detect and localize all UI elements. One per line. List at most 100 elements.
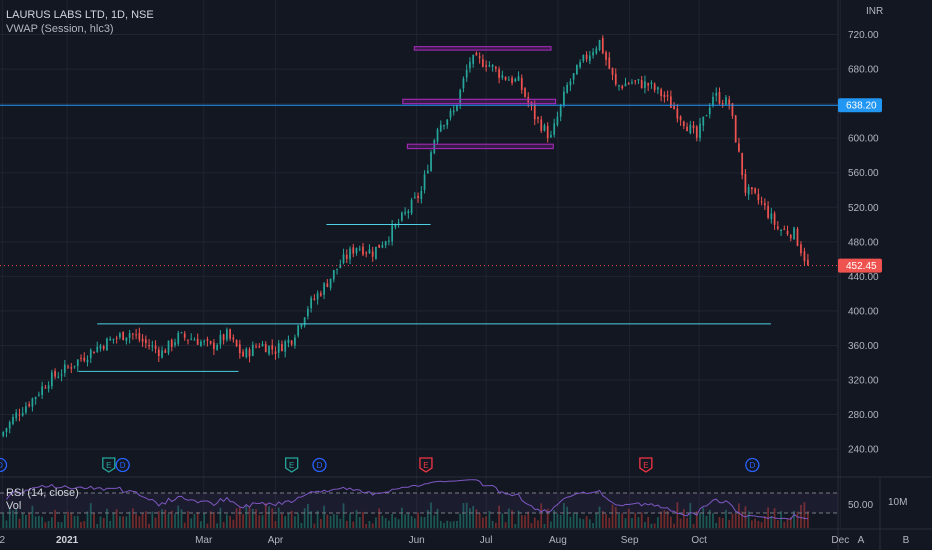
volume-bar	[345, 520, 348, 528]
volume-bar	[618, 513, 620, 528]
time-tick-label: Oct	[691, 535, 707, 546]
volume-bar	[520, 515, 523, 528]
dividend-icon[interactable]: D	[745, 457, 760, 473]
volume-bar	[507, 508, 510, 528]
volume-bar	[70, 513, 73, 528]
volume-bar	[533, 517, 536, 528]
volume-bar	[213, 512, 215, 528]
volume-bar	[631, 518, 633, 528]
time-tick-label: 2	[0, 535, 6, 546]
corner-button-b[interactable]: B	[903, 535, 910, 546]
dividend-icon[interactable]: D	[312, 457, 327, 473]
volume-bar	[712, 513, 714, 528]
candles	[2, 35, 809, 438]
candle-body	[109, 338, 112, 341]
volume-bar	[572, 512, 575, 528]
candle-body	[763, 203, 766, 206]
time-tick-label: Jun	[409, 535, 425, 546]
volume-bar	[443, 523, 445, 528]
dividend-icon[interactable]: D	[115, 457, 130, 473]
volume-bar	[569, 516, 572, 528]
volume-bar	[682, 509, 685, 528]
earnings-icon[interactable]: E	[419, 457, 433, 473]
volume-bar	[352, 521, 355, 528]
candle-body	[449, 110, 452, 118]
candle-body	[462, 78, 465, 89]
candle-body	[232, 337, 235, 340]
event-letter: D	[0, 461, 3, 470]
volume-bar	[28, 512, 31, 528]
candle-body	[725, 97, 727, 105]
candle-body	[54, 370, 56, 377]
candle-body	[605, 52, 607, 60]
candle-body	[125, 337, 128, 341]
candle-body	[213, 342, 215, 350]
candle-body	[692, 125, 695, 129]
volume-bar	[307, 504, 309, 528]
candle-body	[200, 341, 202, 346]
candle-body	[741, 152, 744, 176]
volume-bar	[598, 506, 601, 528]
time-tick-label: Aug	[549, 535, 567, 546]
candle-body	[611, 67, 614, 75]
candle-body	[362, 246, 364, 255]
volume-bar	[112, 512, 115, 528]
earnings-icon[interactable]: E	[285, 457, 299, 473]
volume-bar	[164, 509, 167, 528]
rsi-legend[interactable]: RSI (14, close)	[6, 487, 79, 499]
candle-body	[219, 334, 222, 345]
volume-scale-label: 10M	[888, 497, 907, 508]
volume-bar	[89, 503, 92, 528]
candle-body	[520, 77, 523, 90]
volume-legend[interactable]: Vol	[6, 500, 22, 512]
candle-body	[443, 125, 445, 127]
candle-body	[401, 212, 403, 221]
candle-body	[657, 87, 659, 90]
candle-body	[783, 229, 786, 231]
price-tick-label: 240.00	[848, 445, 879, 456]
volume-bar	[63, 514, 66, 528]
volume-bar	[200, 521, 202, 528]
candle-body	[245, 348, 248, 358]
candle-body	[316, 293, 319, 300]
price-tick-label: 400.00	[848, 306, 879, 317]
volume-bar	[161, 509, 163, 528]
volume-bar	[122, 516, 125, 528]
volume-bar	[676, 502, 679, 528]
volume-bar	[660, 511, 663, 528]
candle-body	[592, 52, 594, 56]
volume-bar	[102, 518, 105, 528]
volume-bar	[135, 514, 137, 528]
candle-body	[28, 404, 31, 407]
volume-bar	[394, 517, 397, 528]
symbol-legend[interactable]: LAURUS LABS LTD, 1D, NSE	[6, 9, 154, 21]
event-letter: E	[106, 461, 111, 470]
volume-bar	[183, 522, 186, 528]
last-price-label: 452.45	[846, 261, 877, 272]
volume-bar	[556, 513, 559, 528]
volume-bar	[284, 516, 287, 528]
dividend-icon[interactable]: D	[0, 457, 8, 473]
candle-body	[469, 61, 471, 69]
volume-bar	[54, 509, 56, 528]
candle-body	[238, 344, 241, 354]
vwap-legend[interactable]: VWAP (Session, hlc3)	[6, 23, 114, 35]
volume-bar	[15, 508, 18, 528]
candle-body	[57, 376, 60, 378]
candle-body	[368, 249, 371, 254]
candle-body	[572, 73, 575, 80]
volume-bar	[229, 516, 231, 528]
volume-bar	[332, 513, 335, 528]
volume-bar	[760, 522, 763, 528]
volume-bar	[673, 523, 675, 528]
earnings-icon[interactable]: E	[102, 457, 116, 473]
volume-bar	[800, 504, 802, 528]
earnings-icon[interactable]: E	[639, 457, 653, 473]
candle-body	[728, 99, 731, 105]
corner-button-a[interactable]: A	[858, 535, 865, 546]
volume-bar	[807, 511, 809, 528]
candle-body	[407, 211, 410, 214]
candle-body	[420, 190, 423, 199]
candle-body	[456, 104, 458, 111]
